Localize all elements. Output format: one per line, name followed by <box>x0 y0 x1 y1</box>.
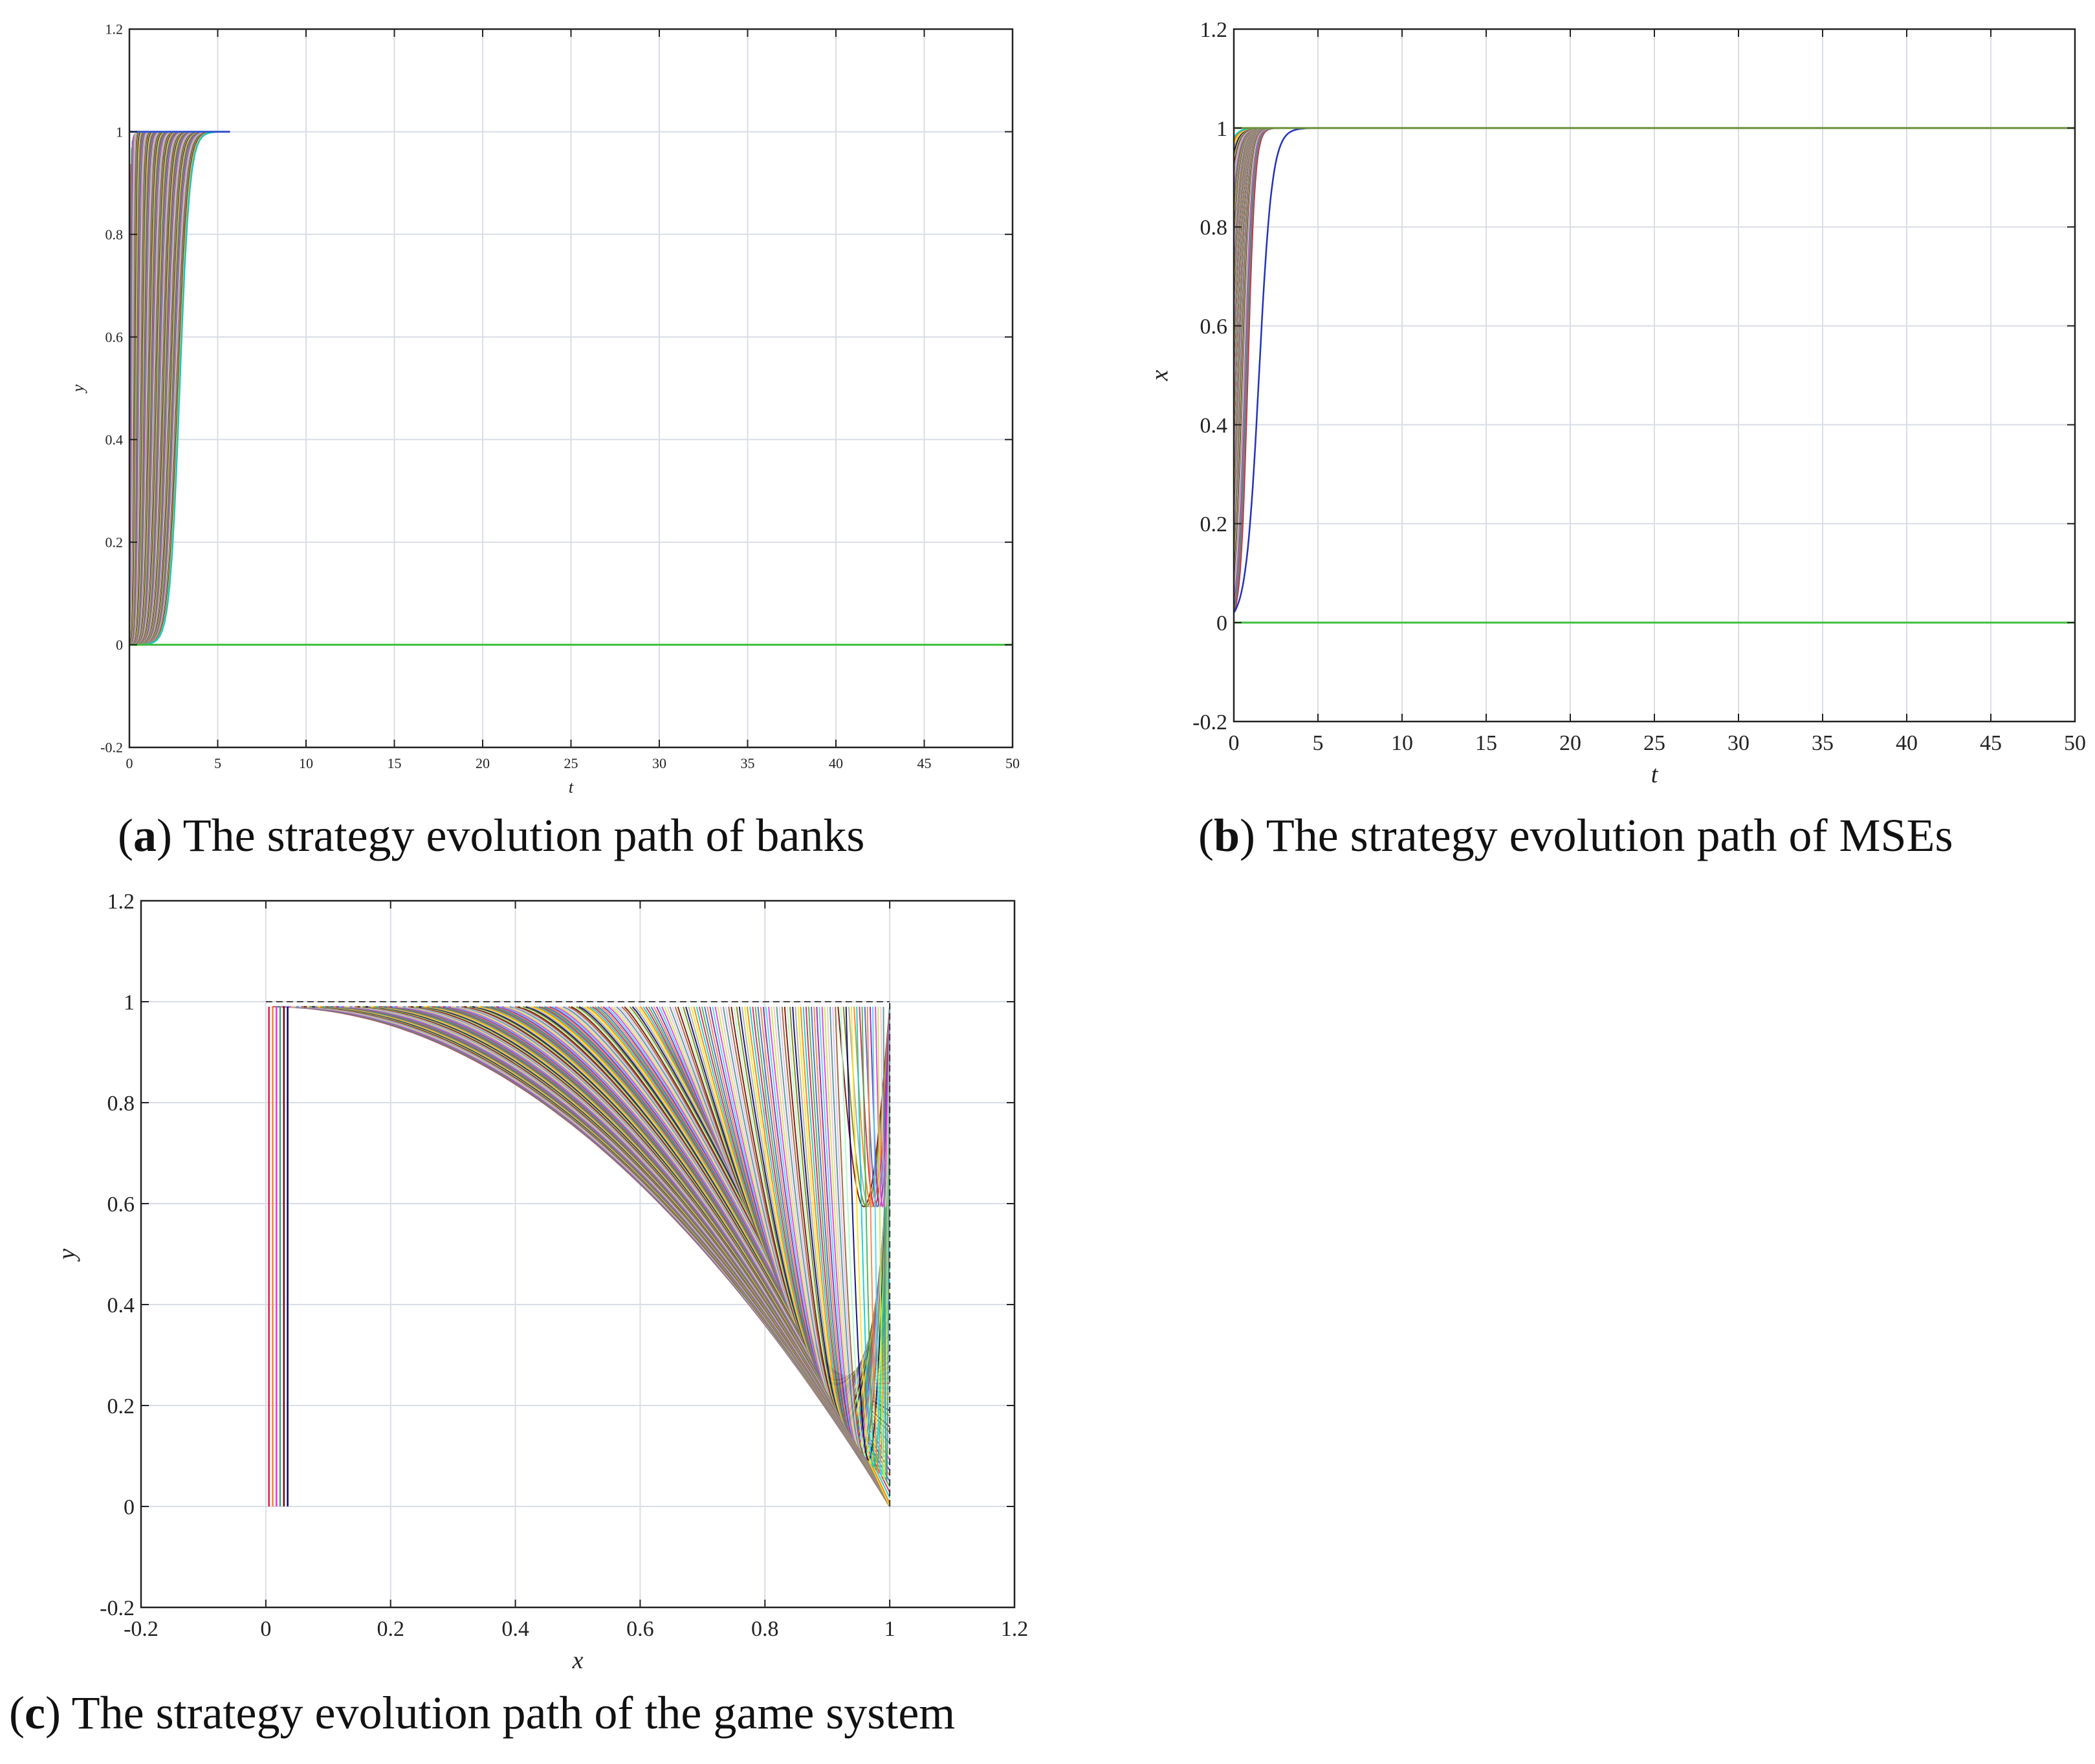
y-tick-label: 0.2 <box>105 535 124 551</box>
axes-frame <box>140 899 1016 1609</box>
x-tick-label: 0.8 <box>751 1617 779 1641</box>
trajectory-line <box>1234 127 1310 613</box>
x-axis-label: t <box>569 778 574 797</box>
x-tick-label: 0 <box>260 1617 271 1641</box>
caption-b-letter: b <box>1213 810 1240 861</box>
x-tick-label: 0.2 <box>377 1617 404 1641</box>
y-tick-label: 1.2 <box>1200 18 1228 42</box>
x-axis-label: x <box>572 1647 584 1674</box>
y-tick-label: 1.2 <box>107 890 135 914</box>
y-tick-label: 0 <box>124 1495 135 1519</box>
y-tick-label: 0.8 <box>1200 216 1228 240</box>
trajectory-line <box>837 1006 891 1207</box>
y-tick-label: 0.4 <box>1200 413 1228 437</box>
y-tick-label: 1 <box>1216 117 1227 141</box>
trajectory-line <box>877 1006 891 1481</box>
x-tick-label: 1 <box>884 1617 895 1641</box>
y-axis-label: x <box>1146 369 1174 381</box>
y-tick-label: -0.2 <box>100 1596 135 1620</box>
y-tick-label: -0.2 <box>100 740 123 756</box>
y-tick-label: 0.2 <box>1200 513 1228 536</box>
x-tick-label: 40 <box>829 755 843 771</box>
caption-a: (a) The strategy evolution path of banks <box>118 810 865 861</box>
trajectory-line <box>840 1006 891 1458</box>
y-tick-label: 0.6 <box>1200 314 1228 338</box>
x-tick-label: 5 <box>1313 731 1324 755</box>
x-tick-label: 35 <box>1812 731 1834 755</box>
x-tick-label: 5 <box>214 755 221 771</box>
x-tick-label: 25 <box>1643 731 1665 755</box>
caption-a-text: The strategy evolution path of banks <box>171 810 865 861</box>
trajectory-line <box>851 1006 891 1464</box>
x-tick-label: -0.2 <box>124 1617 159 1641</box>
y-tick-label: 0.6 <box>107 1193 135 1217</box>
x-tick-label: 15 <box>388 755 402 771</box>
caption-c-text: The strategy evolution path of the game … <box>60 1687 956 1739</box>
trajectory-line <box>845 1006 891 1461</box>
caption-b: (b) The strategy evolution path of MSEs <box>1198 810 1953 861</box>
trajectory-line <box>875 1006 891 1208</box>
trajectory-line <box>872 1006 891 1477</box>
caption-c: (c) The strategy evolution path of the g… <box>9 1687 956 1739</box>
x-tick-label: 1.2 <box>1001 1617 1029 1641</box>
x-tick-label: 50 <box>2064 731 2086 755</box>
x-tick-label: 50 <box>1005 755 1020 771</box>
trajectory-line <box>883 1006 891 1482</box>
x-tick-label: 0.6 <box>626 1617 654 1641</box>
y-tick-label: 0.4 <box>107 1294 135 1317</box>
y-axis-label: y <box>69 384 87 394</box>
y-tick-label: 0.8 <box>105 226 124 243</box>
x-tick-label: 10 <box>1391 731 1413 755</box>
y-axis-label: y <box>54 1248 81 1262</box>
y-tick-label: 0.4 <box>105 432 124 448</box>
x-tick-label: 30 <box>652 755 666 771</box>
x-tick-label: 45 <box>917 755 932 771</box>
x-tick-label: 35 <box>741 755 755 771</box>
trajectory-line <box>880 1006 891 1208</box>
y-tick-label: 0.8 <box>107 1092 135 1116</box>
x-tick-label: 0 <box>126 755 133 771</box>
x-tick-label: 20 <box>476 755 490 771</box>
caption-b-text: The strategy evolution path of MSEs <box>1255 810 1953 861</box>
y-tick-label: 0.6 <box>105 329 124 345</box>
chart-b: 0 5 10 15 20 25 30 35 40 45 50-0.200.20.40.60.811.… <box>1146 18 2086 788</box>
trajectory-line <box>866 1006 891 1474</box>
x-tick-label: 45 <box>1980 731 2002 755</box>
x-tick-label: 25 <box>564 755 578 771</box>
x-tick-label: 15 <box>1475 731 1497 755</box>
x-tick-label: 0.4 <box>501 1617 529 1641</box>
chart-a: 0 5 10 15 20 25 30 35 40 45 50-0.200.20.40.60.811.… <box>69 21 1020 797</box>
y-tick-label: 1.2 <box>105 21 124 38</box>
chart-c: -0.2 0 0.2 0.4 0.6 0.8 1 1.2 -0.2 0 0.2 0.4 0.6 0.8 1 1… <box>54 890 1029 1674</box>
x-tick-label: 30 <box>1728 731 1749 755</box>
x-axis-label: t <box>1651 761 1659 788</box>
y-tick-label: -0.2 <box>1192 711 1227 734</box>
y-tick-label: 1 <box>124 991 135 1015</box>
y-tick-label: 0 <box>116 637 123 653</box>
y-tick-label: 0 <box>1216 612 1227 635</box>
x-tick-label: 10 <box>299 755 313 771</box>
caption-c-letter: c <box>24 1687 45 1739</box>
x-tick-label: 40 <box>1896 731 1918 755</box>
y-tick-label: 0.2 <box>107 1395 135 1418</box>
y-tick-label: 1 <box>116 124 123 140</box>
caption-a-letter: a <box>133 810 157 861</box>
x-tick-label: 20 <box>1559 731 1581 755</box>
x-tick-label: 0 <box>1229 731 1240 755</box>
